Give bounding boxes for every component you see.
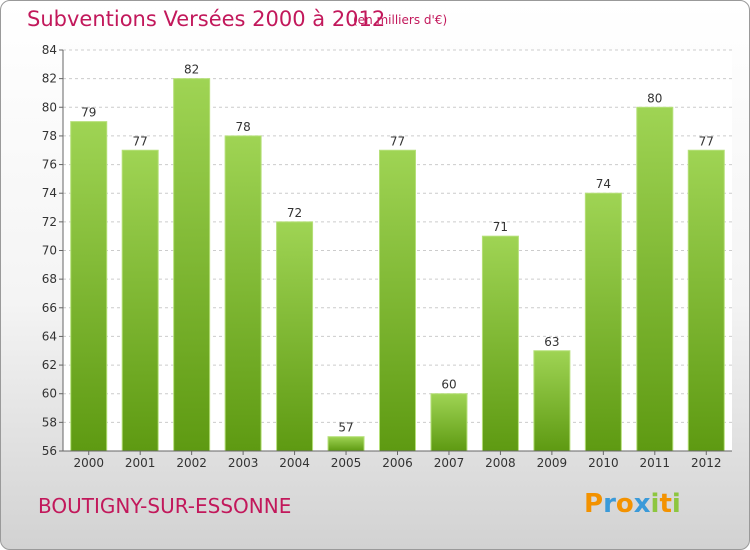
x-tick-label: 2011 (640, 456, 671, 470)
y-tick-label: 76 (42, 158, 57, 172)
bar-value-label: 79 (81, 106, 96, 120)
brand-letter: i (650, 489, 660, 519)
proxiti-logo: Proxiti (584, 489, 681, 519)
bar-value-label: 74 (596, 177, 611, 191)
x-axis: 2000 2001 2002 2003 2004 2005 2006 2007 2008 2009… (63, 450, 732, 470)
bar-2003 (224, 135, 262, 452)
x-tick-label: 2004 (279, 456, 310, 470)
brand-letter: x (633, 489, 651, 519)
x-tick-label: 2002 (176, 456, 207, 470)
x-tick-label: 2001 (125, 456, 156, 470)
bar-2004 (276, 221, 314, 452)
bar-2001 (121, 149, 159, 452)
y-tick-label: 62 (42, 358, 57, 372)
bar-value-label: 60 (441, 378, 456, 392)
bar-2012 (687, 149, 725, 452)
bars: 79 77 82 78 72 57 77 60 71 63 74 80 77 (70, 63, 725, 452)
y-tick-label: 82 (42, 72, 57, 86)
y-axis: 56 58 60 62 64 66 68 70 72 74 76 78 80 82 84 (42, 43, 64, 458)
brand-letter: t (659, 489, 672, 519)
x-tick-label: 2000 (73, 456, 104, 470)
x-tick-label: 2010 (588, 456, 619, 470)
chart-subtitle: (en milliers d'€) (353, 13, 448, 27)
bar-2002 (173, 78, 211, 452)
y-tick-label: 58 (42, 415, 57, 429)
brand-letter: P (584, 489, 604, 519)
bar-value-label: 77 (699, 134, 714, 148)
bar-value-label: 72 (287, 206, 302, 220)
y-tick-label: 64 (42, 329, 57, 343)
x-tick-label: 2003 (228, 456, 259, 470)
bar-value-label: 78 (235, 120, 250, 134)
y-tick-label: 70 (42, 244, 57, 258)
x-tick-label: 2009 (537, 456, 568, 470)
brand-letter: i (671, 489, 681, 519)
y-tick-label: 68 (42, 272, 57, 286)
y-tick-label: 74 (42, 186, 57, 200)
y-tick-label: 56 (42, 444, 57, 458)
commune-name: BOUTIGNY-SUR-ESSONNE (38, 494, 292, 518)
y-tick-label: 72 (42, 215, 57, 229)
bar-value-label: 77 (390, 134, 405, 148)
bar-value-label: 82 (184, 63, 199, 77)
bar-2006 (379, 149, 416, 452)
brand-letter: o (615, 489, 634, 519)
bar-value-label: 71 (493, 220, 508, 234)
y-tick-label: 66 (42, 301, 57, 315)
bar-2000 (70, 121, 108, 452)
bar-2005 (327, 436, 365, 452)
bar-2007 (430, 393, 468, 452)
x-tick-label: 2006 (382, 456, 413, 470)
bar-value-label: 57 (338, 421, 353, 435)
x-tick-label: 2005 (331, 456, 362, 470)
bar-value-label: 63 (544, 335, 559, 349)
bar-value-label: 77 (133, 134, 148, 148)
bar-2009 (533, 350, 571, 452)
bar-2011 (636, 106, 674, 452)
y-tick-label: 78 (42, 129, 57, 143)
bar-2008 (481, 235, 519, 452)
y-tick-label: 84 (42, 43, 57, 57)
x-tick-label: 2008 (485, 456, 516, 470)
brand-letter: r (603, 489, 616, 519)
x-tick-label: 2007 (434, 456, 465, 470)
x-tick-label: 2012 (691, 456, 722, 470)
y-tick-label: 80 (42, 100, 57, 114)
y-tick-label: 60 (42, 387, 57, 401)
chart-title: Subventions Versées 2000 à 2012 (27, 7, 386, 31)
bar-2010 (584, 192, 622, 452)
bar-value-label: 80 (647, 91, 662, 105)
